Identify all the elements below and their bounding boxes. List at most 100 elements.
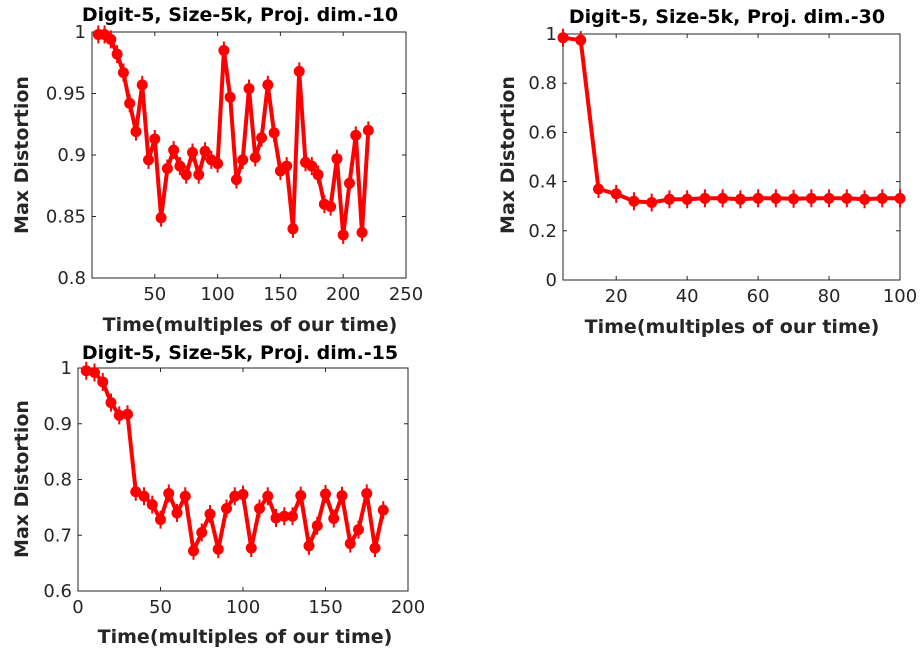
data-point (336, 490, 348, 502)
chart-1-y-axis-label: Max Distortion (11, 76, 33, 234)
data-point (212, 158, 224, 170)
chart-1-plot-area (92, 25, 374, 244)
data-point (303, 540, 315, 552)
data-point (268, 127, 280, 139)
x-tick-label: 100 (883, 286, 917, 307)
data-point (681, 193, 693, 205)
x-tick-label: 50 (143, 284, 166, 305)
x-tick-label: 20 (605, 286, 628, 307)
data-point (80, 365, 92, 377)
x-tick-label: 100 (200, 284, 234, 305)
chart-2-title: Digit-5, Size-5k, Proj. dim.-30 (569, 6, 885, 28)
data-point (859, 193, 871, 205)
data-point (361, 487, 373, 499)
y-tick-label: 1 (61, 358, 72, 379)
y-tick-label: 0.9 (57, 145, 86, 166)
data-point (254, 502, 265, 514)
y-tick-label: 0.6 (43, 581, 72, 602)
chart-3: Digit-5, Size-5k, Proj. dim.-15 0 50 100 15… (11, 342, 425, 648)
data-point (138, 490, 150, 502)
data-point (646, 197, 658, 209)
data-point (377, 504, 389, 516)
data-point (89, 366, 100, 378)
data-point (256, 132, 268, 144)
y-tick-label: 0.85 (46, 207, 86, 228)
data-point (353, 524, 364, 536)
chart-2: Digit-5, Size-5k, Proj. dim.-30 20 40 60 80… (497, 6, 917, 338)
y-tick-label: 1 (546, 24, 557, 45)
data-point (193, 169, 205, 181)
data-point (262, 79, 274, 91)
chart-1-axes: 50 100 150 200 250 0.8 0.85 0.9 0.95 1 (46, 22, 423, 305)
data-point (237, 489, 249, 501)
data-point (699, 192, 711, 204)
data-point (230, 174, 242, 186)
data-point (343, 177, 355, 189)
y-tick-label: 0.9 (43, 414, 72, 435)
chart-1-title: Digit-5, Size-5k, Proj. dim.-10 (82, 4, 398, 26)
x-tick-label: 200 (326, 284, 360, 305)
chart-1: Digit-5, Size-5k, Proj. dim.-10 50 100 150… (11, 4, 423, 336)
chart-3-axis-box (77, 367, 409, 592)
chart-2-plot-area (557, 28, 906, 212)
data-point (770, 192, 782, 204)
chart-3-x-axis-label: Time(multiples of our time) (98, 626, 393, 648)
data-point (117, 67, 129, 79)
data-point (229, 490, 241, 502)
data-point (130, 486, 142, 498)
x-tick-label: 200 (391, 597, 425, 618)
data-point (163, 487, 175, 499)
data-point (876, 192, 888, 204)
data-point (328, 513, 340, 525)
data-point (174, 160, 186, 172)
data-point (105, 397, 117, 409)
chart-3-title: Digit-5, Size-5k, Proj. dim.-15 (82, 342, 398, 364)
data-point (320, 488, 331, 500)
x-tick-label: 150 (308, 597, 342, 618)
data-point (575, 34, 587, 46)
chart-3-y-axis-label: Max Distortion (11, 400, 33, 558)
data-point (212, 543, 224, 555)
data-point (287, 510, 298, 522)
data-point (325, 201, 337, 213)
data-point (331, 153, 343, 165)
data-point (278, 510, 290, 522)
x-tick-label: 80 (818, 286, 841, 307)
data-point (113, 409, 125, 421)
chart-3-axes: 0 50 100 150 200 0.6 0.7 0.8 0.9 1 (43, 358, 425, 618)
data-point (293, 65, 305, 77)
x-tick-label: 0 (72, 597, 83, 618)
data-point (281, 160, 293, 172)
data-point (243, 83, 255, 95)
y-tick-label: 0.95 (46, 84, 86, 105)
data-point (97, 376, 109, 388)
data-point (752, 192, 764, 204)
y-tick-label: 0.2 (528, 221, 557, 242)
data-point (171, 507, 183, 519)
data-point (136, 79, 148, 91)
data-point (130, 126, 142, 138)
data-point (155, 514, 166, 526)
data-point (823, 192, 835, 204)
x-tick-label: 40 (676, 286, 699, 307)
data-point (312, 169, 324, 181)
data-point (105, 33, 117, 45)
data-point (122, 408, 133, 420)
series-line (85, 368, 386, 553)
series-line (562, 35, 900, 205)
data-point (188, 545, 199, 557)
y-tick-label: 0.6 (528, 122, 557, 143)
chart-2-axes: 20 40 60 80 100 0 0.2 0.4 0.6 0.8 1 (528, 24, 917, 307)
data-point (894, 192, 906, 204)
x-tick-label: 100 (226, 597, 260, 618)
data-point (262, 490, 274, 502)
data-point (111, 48, 123, 60)
x-tick-label: 60 (747, 286, 770, 307)
x-tick-label: 250 (389, 284, 423, 305)
data-point (805, 192, 817, 204)
y-tick-label: 0.8 (43, 470, 72, 491)
data-point (161, 163, 173, 175)
data-point (146, 499, 158, 511)
data-point (841, 192, 853, 204)
y-tick-label: 0.8 (57, 268, 86, 289)
